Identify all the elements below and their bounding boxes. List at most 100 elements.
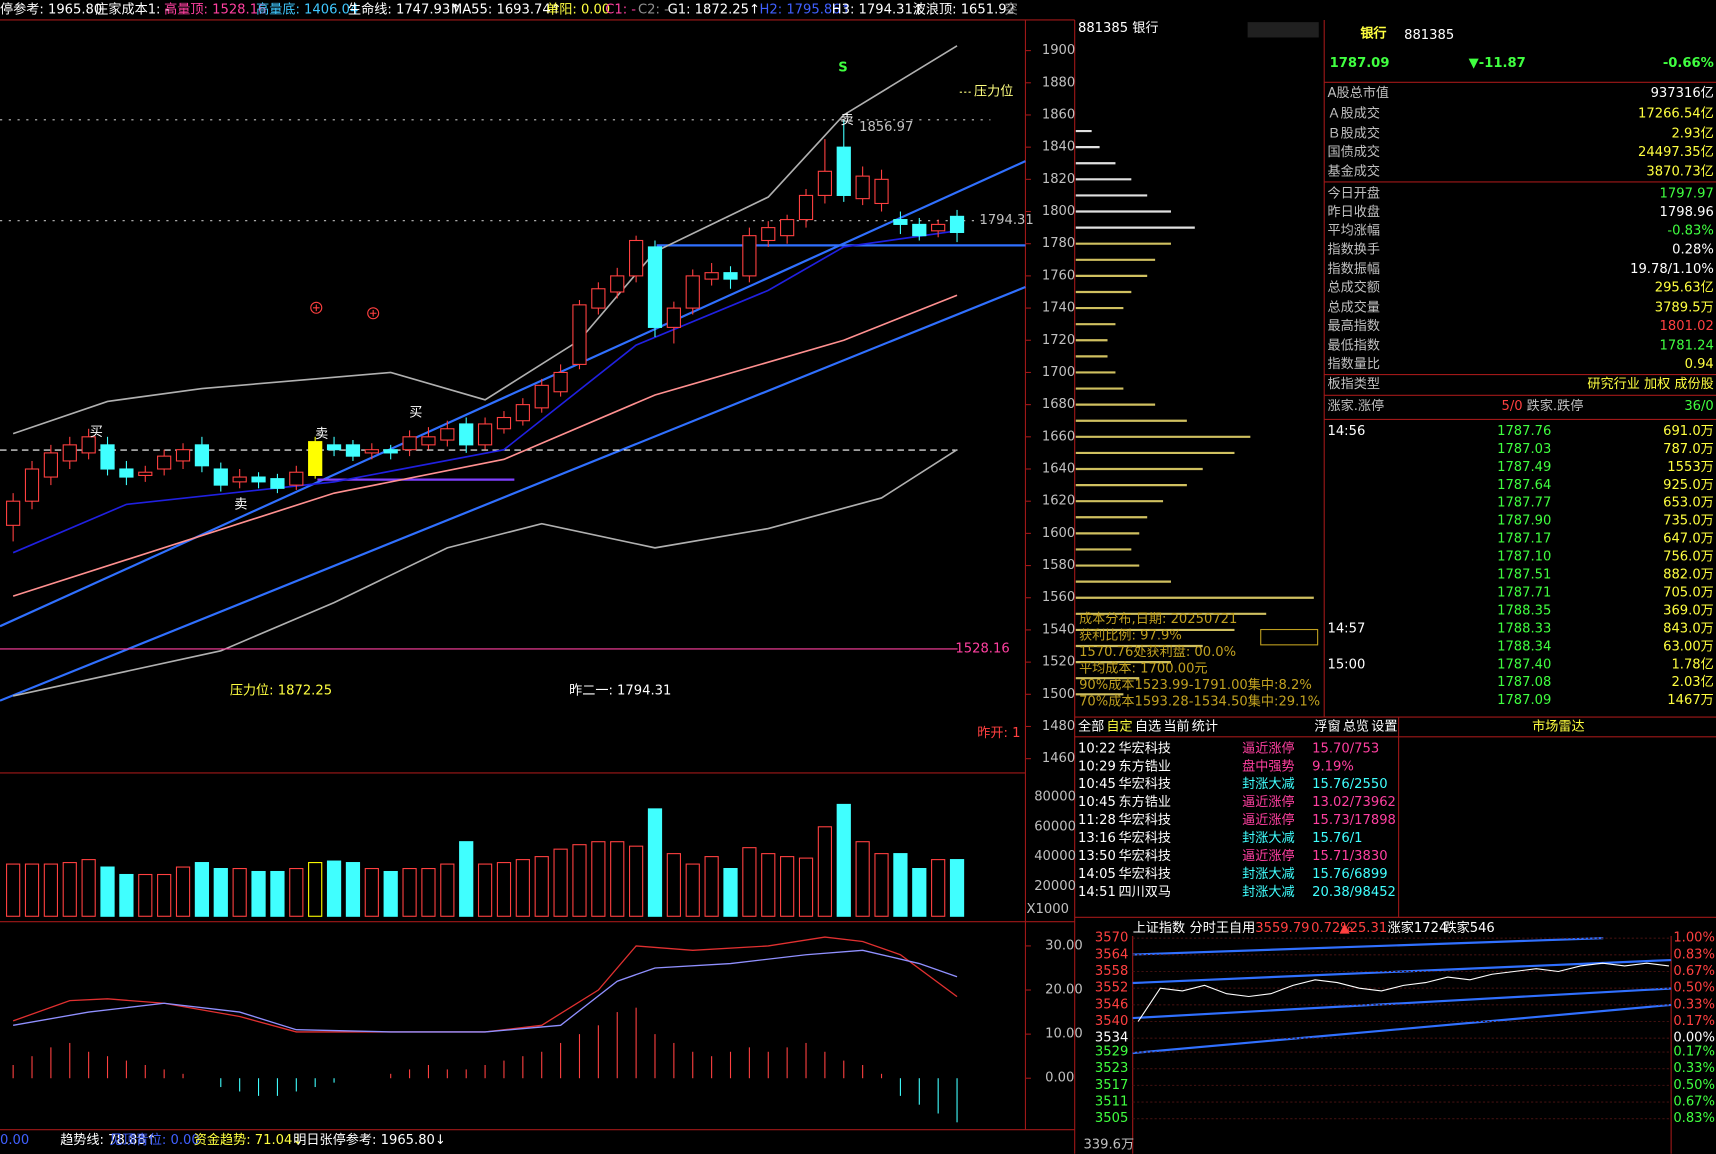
- candle-body: [175, 449, 191, 462]
- volume-bar: [364, 867, 379, 917]
- y-tick-label: 1680: [1042, 397, 1075, 412]
- news-stock: 华宏科技: [1118, 866, 1171, 882]
- news-type: 盘中强势: [1242, 757, 1295, 774]
- news-type: 逼近涨停: [1242, 811, 1295, 828]
- tab[interactable]: 统计: [1192, 718, 1218, 734]
- y-tick-label: 1800: [1042, 204, 1075, 219]
- chip-note: 获利比例: 97.9%: [1079, 628, 1182, 644]
- volume-bar: [496, 862, 512, 917]
- indicator-value: 趋势线: 78.88↑: [60, 1132, 157, 1148]
- tab[interactable]: 自选: [1135, 718, 1161, 734]
- volume-bar: [817, 826, 833, 917]
- indicator-line: [12, 45, 958, 435]
- candle-body: [723, 272, 738, 280]
- row-value: 1781.24: [1660, 339, 1714, 354]
- tick-price: 1787.77: [1497, 496, 1551, 511]
- news-time: 10:22: [1078, 741, 1116, 756]
- chip-title: 881385 银行: [1078, 20, 1159, 36]
- trade-marker: 卖: [234, 496, 247, 512]
- row-label: 平均涨幅: [1327, 223, 1380, 239]
- y-tick-label: 3529: [1095, 1045, 1128, 1060]
- pct-label: 0.33%: [1673, 1061, 1715, 1076]
- news-stock: 华宏科技: [1118, 776, 1171, 792]
- candle-body: [138, 471, 153, 476]
- candle-body: [421, 436, 436, 446]
- tick-volume: 735.0万: [1663, 514, 1714, 529]
- pct-label: 1.00%: [1673, 931, 1715, 946]
- y-tick-label: 1820: [1042, 172, 1075, 187]
- macd-line: [12, 936, 958, 1033]
- tick-price: 1787.17: [1497, 532, 1551, 547]
- y-tick-label: 1500: [1042, 687, 1075, 702]
- row-value: 1801.02: [1660, 319, 1714, 334]
- volume-bar: [723, 867, 738, 917]
- indicator-value: 见顶青位: 0.00: [109, 1132, 199, 1148]
- row-label: 国债成交: [1327, 143, 1380, 160]
- row-label: A股总市值: [1327, 84, 1388, 101]
- candle-body: [477, 423, 493, 446]
- tick-price: 1787.09: [1497, 693, 1551, 708]
- volume-bar: [874, 853, 889, 917]
- y-tick-label: 3552: [1095, 981, 1128, 996]
- y-tick-label: 1480: [1042, 719, 1075, 734]
- tick-volume: 647.0万: [1663, 532, 1714, 547]
- row-label: 最高指数: [1327, 317, 1380, 334]
- indicator-value: 高量顶: 1528.16: [164, 1, 266, 18]
- row-value: 937316亿: [1651, 85, 1714, 101]
- row-value: -0.83%: [1667, 224, 1713, 239]
- row-label: 指数量比: [1327, 356, 1380, 372]
- volume-bar: [912, 867, 927, 917]
- candle-body: [440, 428, 455, 441]
- index-header: 涨家1724: [1388, 919, 1448, 936]
- y-tick-label: 1660: [1042, 429, 1075, 444]
- news-time: 13:16: [1078, 831, 1116, 846]
- news-stock: 四川双马: [1118, 884, 1171, 900]
- y-tick-label: 3558: [1095, 964, 1128, 979]
- candle-body: [364, 449, 379, 454]
- volume-bar: [308, 862, 323, 917]
- y-tick-label: 1580: [1042, 558, 1075, 573]
- tab[interactable]: 当前: [1163, 717, 1189, 734]
- row-label: 指数振幅: [1327, 261, 1380, 277]
- candle-body: [402, 436, 417, 451]
- trade-marker: 卖: [840, 112, 853, 128]
- tick-volume: 653.0万: [1663, 496, 1714, 511]
- tick-volume: 369.0万: [1663, 603, 1714, 618]
- volume-bar: [43, 863, 59, 917]
- toolbar-icons[interactable]: [1247, 22, 1319, 38]
- tick-price: 1787.40: [1497, 657, 1551, 672]
- y-tick-label: 1740: [1042, 301, 1075, 316]
- tool-button[interactable]: 浮窗: [1314, 717, 1340, 734]
- index-header: 上证指数: [1133, 920, 1186, 936]
- y-tick-label: 1460: [1042, 751, 1075, 766]
- tool-button[interactable]: 设置: [1371, 718, 1397, 734]
- y-tick-label: 3511: [1095, 1095, 1128, 1110]
- volume-bar: [421, 867, 436, 917]
- y-tick-label: 60000: [1034, 819, 1076, 834]
- row-label: 板指类型: [1327, 376, 1380, 392]
- pressure-label: 压力位: [974, 84, 1013, 100]
- candle-body: [628, 239, 644, 277]
- chip-note: 成本分布,日期: 20250721: [1079, 611, 1237, 627]
- pct-label: 0.00%: [1673, 1031, 1715, 1046]
- y-tick-label: 3534: [1095, 1031, 1128, 1046]
- volume-bar: [610, 841, 625, 917]
- news-time: 13:50: [1078, 849, 1116, 864]
- volume-bar: [591, 841, 606, 917]
- y-tick-label: 1560: [1042, 590, 1075, 605]
- row-label: 总成交额: [1327, 279, 1380, 296]
- y-tick-label: 1780: [1042, 236, 1075, 251]
- trade-marker: 买: [409, 404, 422, 420]
- tick-volume: 63.00万: [1663, 639, 1714, 654]
- tab[interactable]: 全部: [1078, 717, 1104, 734]
- volume-bar: [761, 853, 776, 917]
- news-value: 9.19%: [1312, 759, 1354, 774]
- tab[interactable]: 自定: [1106, 718, 1132, 734]
- y-tick-label: 0.00: [1045, 1071, 1074, 1086]
- signal-circles: [310, 301, 380, 320]
- row-value: 36/0: [1684, 399, 1713, 414]
- candle-body: [251, 476, 266, 483]
- volume-bar: [440, 863, 455, 917]
- candle-body: [326, 444, 342, 451]
- tool-button[interactable]: 总览: [1343, 718, 1369, 734]
